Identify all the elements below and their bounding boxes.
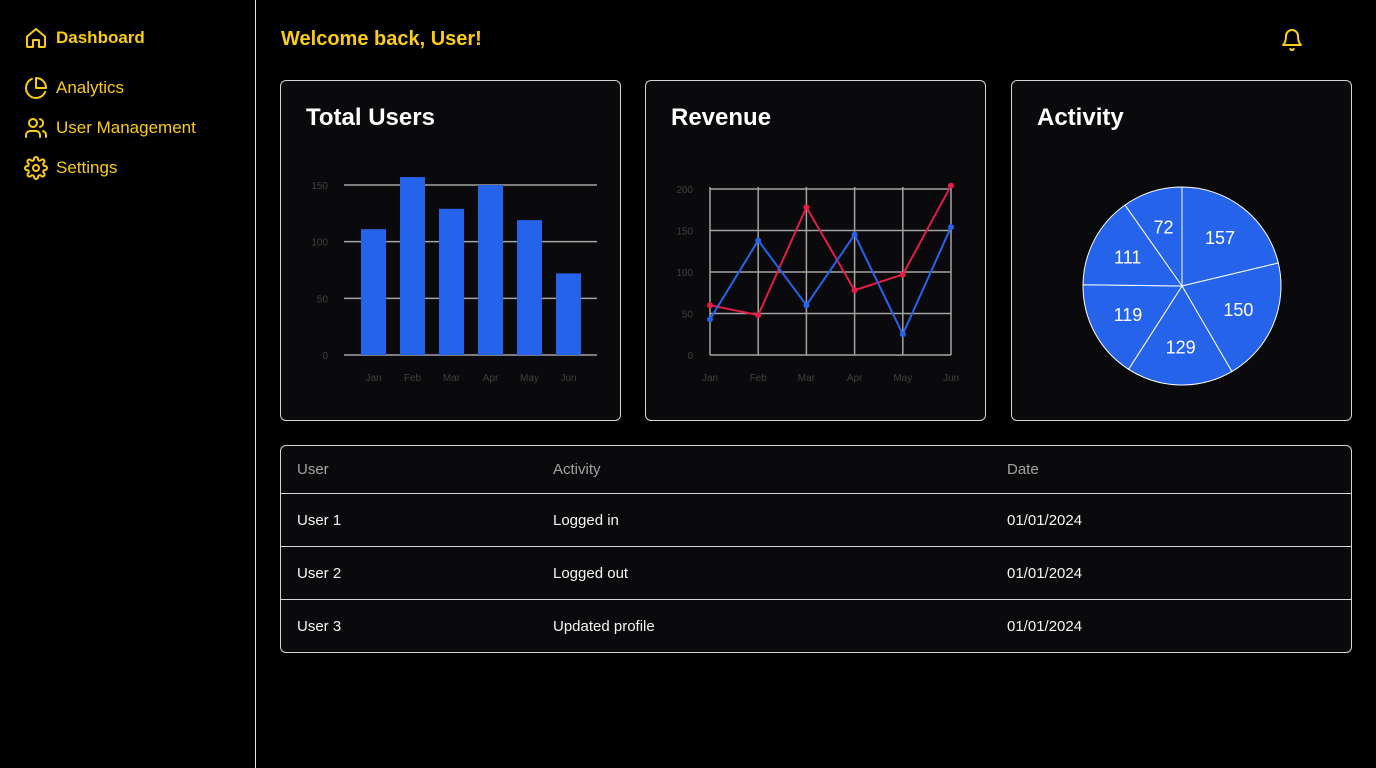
bell-icon <box>1280 29 1304 57</box>
y-tick-label: 100 <box>311 238 328 249</box>
pie-slice <box>1127 285 1233 386</box>
y-tick-label: 0 <box>687 351 693 362</box>
bar-feb <box>400 177 425 355</box>
total-users-bar-chart: 0 50 100 150 Jan Feb Mar Apr May Jun <box>311 177 597 384</box>
column-header-user: User <box>297 461 329 478</box>
sidebar-item-label: User Management <box>56 118 196 137</box>
y-tick-label: 200 <box>676 185 693 196</box>
slice-label: 119 <box>1114 305 1143 325</box>
table-header-row: User Activity Date <box>281 446 1351 494</box>
notifications-button[interactable] <box>1280 27 1304 53</box>
data-point <box>899 331 906 338</box>
pie-slice <box>1181 262 1282 373</box>
data-point <box>755 312 762 319</box>
data-point <box>707 302 713 309</box>
bar-apr <box>478 185 503 355</box>
cell-activity: Logged out <box>553 564 629 582</box>
card-title: Total Users <box>306 104 435 131</box>
data-point <box>755 237 762 244</box>
series-line-0 <box>709 185 952 317</box>
pie-slice <box>1181 186 1279 287</box>
card-title: Activity <box>1037 104 1124 131</box>
x-tick-label: May <box>520 373 539 384</box>
y-tick-label: 50 <box>317 294 329 305</box>
activity-table: User Activity Date User 1 Logged in 01/0… <box>280 445 1352 653</box>
y-tick-label: 0 <box>322 351 328 362</box>
sidebar-item-dashboard[interactable]: Dashboard <box>24 26 145 50</box>
bar-jan <box>361 229 386 355</box>
data-point <box>948 182 954 189</box>
cell-user: User 2 <box>297 564 342 582</box>
activity-pie-chart: 157 150 129 119 111 72 <box>1082 186 1282 386</box>
activity-card: Activity 157 150 129 119 111 72 <box>1011 80 1352 421</box>
x-tick-label: Feb <box>750 373 768 384</box>
page-title: Welcome back, User! <box>281 28 482 50</box>
cell-date: 01/01/2024 <box>1007 511 1083 529</box>
slice-label: 111 <box>1114 247 1141 267</box>
sidebar-item-settings[interactable]: Settings <box>24 156 117 180</box>
series-line-1 <box>709 226 952 337</box>
data-point <box>803 302 810 309</box>
data-point <box>851 287 858 294</box>
pie-slice <box>1124 186 1183 288</box>
data-point <box>948 224 954 231</box>
pie-slice <box>1082 284 1183 371</box>
column-header-date: Date <box>1007 461 1039 478</box>
cell-activity: Updated profile <box>553 618 655 635</box>
users-icon <box>24 116 48 140</box>
card-title: Revenue <box>671 104 772 131</box>
y-tick-label: 150 <box>676 227 693 238</box>
table-row[interactable]: User 2 Logged out 01/01/2024 <box>281 547 1351 600</box>
x-tick-label: Jun <box>560 373 576 384</box>
x-tick-label: Mar <box>798 373 816 384</box>
x-tick-label: May <box>893 373 912 384</box>
slice-label: 72 <box>1153 217 1173 237</box>
slice-label: 129 <box>1166 337 1196 357</box>
y-tick-label: 50 <box>682 310 694 321</box>
y-tick-label: 100 <box>676 268 693 279</box>
x-tick-label: Apr <box>483 373 499 384</box>
slice-label: 157 <box>1205 228 1235 248</box>
sidebar-item-label: Dashboard <box>56 28 145 47</box>
table-row[interactable]: User 1 Logged in 01/01/2024 <box>281 494 1351 547</box>
x-tick-label: Jun <box>943 373 959 384</box>
data-point <box>707 316 713 323</box>
data-point <box>899 271 906 278</box>
sidebar: Dashboard Analytics User Management Sett… <box>0 0 256 768</box>
sidebar-item-analytics[interactable]: Analytics <box>24 76 124 100</box>
bar-jun <box>556 273 581 355</box>
total-users-card: Total Users 0 50 100 150 Jan Feb Mar Apr May Jun <box>280 80 621 421</box>
revenue-line-chart: 0 50 100 150 200 Jan Feb Mar Apr May Jun <box>676 182 959 384</box>
y-tick-label: 150 <box>311 181 328 192</box>
pie-chart-icon <box>24 76 48 100</box>
cell-date: 01/01/2024 <box>1007 564 1083 582</box>
sidebar-item-user-management[interactable]: User Management <box>24 116 196 140</box>
cell-date: 01/01/2024 <box>1007 618 1083 635</box>
cell-user: User 1 <box>297 511 342 529</box>
slice-label: 150 <box>1223 300 1253 320</box>
home-icon <box>24 26 48 50</box>
sidebar-item-label: Analytics <box>56 78 125 97</box>
data-point <box>851 231 858 238</box>
x-tick-label: Jan <box>702 373 718 384</box>
x-tick-label: Apr <box>847 373 863 384</box>
data-point <box>803 204 810 211</box>
cell-activity: Logged in <box>553 511 619 529</box>
gear-icon <box>24 156 48 180</box>
column-header-activity: Activity <box>553 461 601 478</box>
revenue-card: Revenue 0 50 100 150 200 Jan Feb Mar Apr May Jun <box>645 80 986 421</box>
x-tick-label: Feb <box>404 373 422 384</box>
sidebar-item-label: Settings <box>56 158 118 177</box>
cell-user: User 3 <box>297 618 342 635</box>
table-row[interactable]: User 3 Updated profile 01/01/2024 <box>281 600 1351 652</box>
bar-mar <box>439 208 464 355</box>
x-tick-label: Jan <box>365 373 381 384</box>
bar-may <box>517 220 542 355</box>
x-tick-label: Mar <box>443 373 461 384</box>
pie-slice <box>1082 204 1183 287</box>
